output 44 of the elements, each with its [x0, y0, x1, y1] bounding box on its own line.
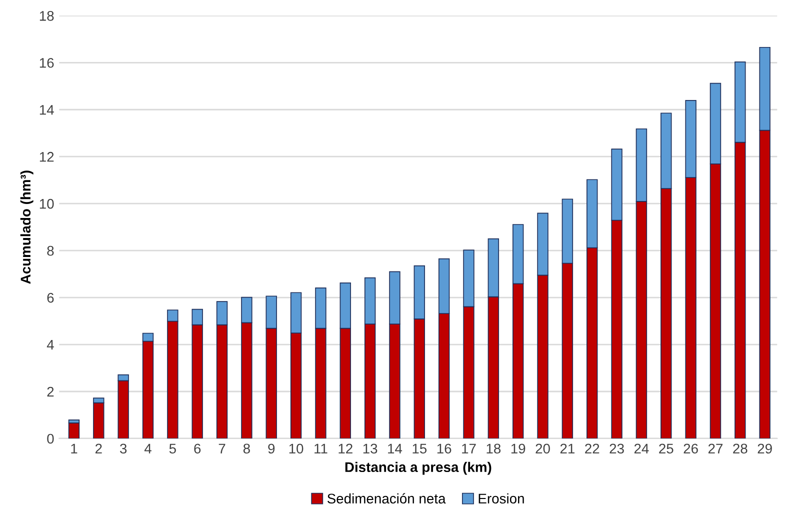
x-tick-label: 9 — [268, 444, 275, 454]
y-axis-title: Acumulado (hm³) — [20, 170, 34, 284]
x-tick-label: 29 — [758, 444, 772, 454]
y-tick-label: 14 — [40, 105, 54, 115]
y-tick-label: 6 — [47, 292, 54, 303]
x-tick-label: 22 — [585, 444, 600, 454]
x-tick-label: 23 — [610, 444, 624, 454]
bar — [68, 422, 80, 438]
x-tick-label: 4 — [144, 444, 152, 454]
x-tick-label: 28 — [733, 444, 748, 454]
y-tick-label: 4 — [46, 340, 54, 350]
x-tick-label: 16 — [437, 444, 452, 454]
x-tick-label: 27 — [708, 444, 723, 454]
x-tick-label: 1 — [71, 444, 78, 454]
y-tick-label: 2 — [47, 386, 54, 397]
x-tick-label: 6 — [194, 444, 201, 454]
y-tick-label: 18 — [40, 10, 54, 21]
x-tick-label: 8 — [243, 444, 250, 454]
legend-label: Erosion — [478, 493, 524, 504]
x-tick-label: 7 — [218, 444, 226, 454]
x-tick-label: 15 — [412, 444, 427, 454]
y-tick-label: 8 — [47, 246, 54, 256]
x-tick-label: 14 — [388, 444, 402, 454]
x-tick-label: 2 — [95, 444, 102, 454]
x-tick-label: 20 — [536, 444, 550, 454]
x-tick-label: 17 — [462, 444, 476, 454]
y-tick-label: 10 — [40, 198, 54, 209]
x-tick-label: 3 — [120, 444, 127, 454]
y-tick-label: 0 — [47, 434, 54, 444]
x-tick-label: 11 — [314, 444, 328, 454]
x-tick-label: 24 — [634, 444, 649, 454]
x-tick-label: 19 — [511, 444, 526, 454]
y-tick-label: 12 — [40, 152, 54, 162]
x-tick-label: 21 — [560, 444, 574, 454]
x-tick-label: 13 — [363, 444, 378, 454]
x-tick-label: 26 — [684, 444, 698, 454]
x-tick-label: 25 — [659, 444, 674, 454]
x-tick-label: 10 — [289, 444, 304, 454]
x-tick-label: 18 — [486, 444, 501, 454]
x-tick-label: 5 — [169, 444, 176, 454]
legend-label: Sedimenación neta — [327, 493, 446, 504]
x-axis-title: Distancia a presa (km) — [345, 462, 492, 475]
x-tick-label: 12 — [338, 444, 352, 454]
y-tick-label: 16 — [40, 58, 54, 68]
